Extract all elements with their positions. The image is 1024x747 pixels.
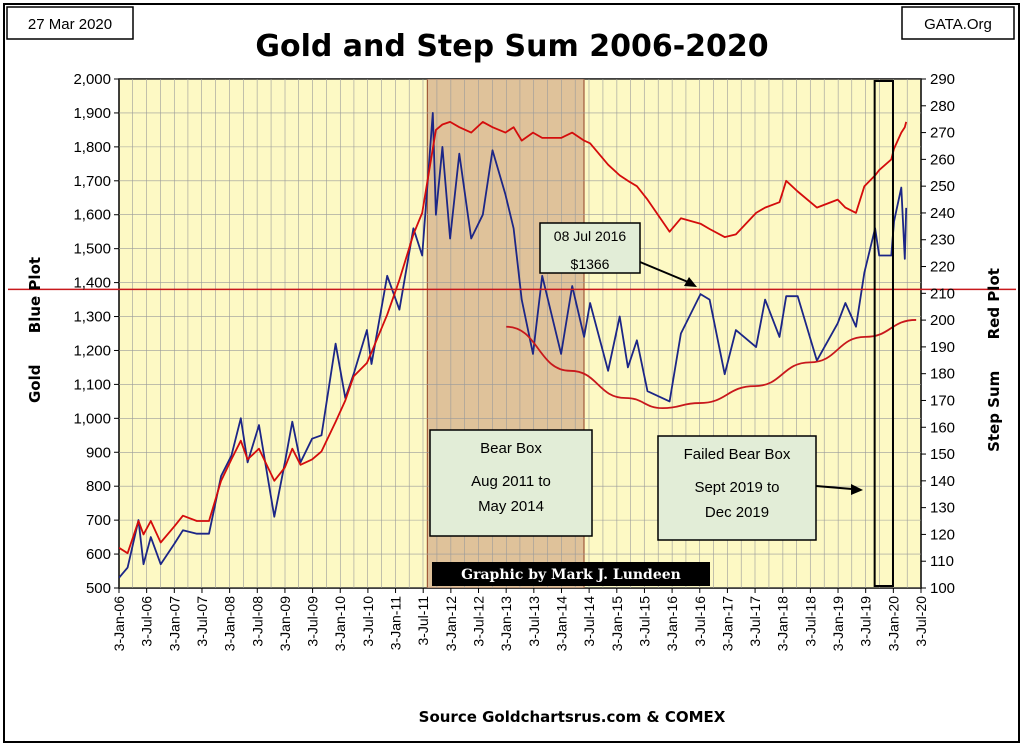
right-tick-label: 240 [930,205,955,222]
callout-label-line: 08 Jul 2016 [554,228,627,244]
x-tick-label: 3-Jul-10 [360,596,376,647]
failed-bear-box-label-box [657,435,817,541]
x-tick-label: 3-Jan-09 [277,596,293,651]
right-tick-label: 110 [930,553,954,570]
right-tick-label: 130 [930,500,955,517]
source-tag: GATA.Org [924,16,992,33]
right-tick-label: 120 [930,526,955,543]
left-tick-label: 700 [86,512,111,529]
x-tick-label: 3-Jan-19 [830,596,846,651]
failed-bear-box-label-line: Dec 2019 [705,504,769,521]
x-tick-label: 3-Jul-17 [747,596,763,647]
left-tick-label: 1,000 [73,410,111,427]
right-tick-label: 150 [930,446,955,463]
right-tick-label: 230 [930,232,955,249]
left-tick-label: 1,700 [73,173,111,190]
x-tick-label: 3-Jul-19 [858,596,874,647]
callout-label-line: $1366 [571,256,610,272]
x-tick-label: 3-Jul-18 [802,596,818,647]
right-tick-label: 180 [930,366,955,383]
x-tick-label: 3-Jul-16 [692,596,708,647]
callout-label-box [539,222,641,274]
failed-bear-box-region [873,80,894,587]
bear-box-label-line: Aug 2011 to [471,473,551,490]
callout-arrow-line [639,261,689,283]
trend-curve [506,319,917,410]
x-tick-label: 3-Jul-11 [415,596,431,646]
right-tick-label: 220 [930,259,955,276]
x-tick-label: 3-Jan-13 [498,596,514,651]
failed-bear-box-label: Failed Bear Box Sept 2019 to Dec 2019 [657,435,817,541]
credit-banner [432,562,710,586]
x-tick-label: 3-Jan-08 [222,596,238,651]
left-tick-label: 1,300 [73,309,111,326]
failed-box-arrowhead [851,484,863,495]
left-tick-label: 1,800 [73,139,111,156]
failed-bear-box-label-line: Failed Bear Box [684,446,791,463]
x-tick-label: 3-Jul-08 [249,596,265,647]
left-tick-label: 2,000 [73,71,111,88]
right-tick-label: 200 [930,312,955,329]
x-tick-label: 3-Jul-12 [471,596,487,647]
x-tick-label: 3-Jan-16 [664,596,680,651]
x-tick-label: 3-Jan-14 [553,596,569,651]
x-tick-label: 3-Jan-12 [443,596,459,651]
right-tick-label: 170 [930,392,955,409]
x-tick-label: 3-Jul-06 [139,596,155,647]
left-tick-label: 1,900 [73,105,111,122]
x-tick-label: 3-Jan-11 [388,596,404,650]
right-tick-label: 190 [930,339,955,356]
right-tick-label: 140 [930,473,955,490]
right-tick-label: 100 [930,580,955,597]
failed-bear-box-label-line: Sept 2019 to [694,479,779,496]
x-tick-label: 3-Jan-17 [719,596,735,651]
x-tick-label: 3-Jan-06 [111,596,127,651]
x-tick-label: 3-Jan-07 [166,596,182,651]
left-tick-label: 1,400 [73,275,111,292]
x-tick-label: 3-Jul-20 [913,596,929,647]
left-tick-label: 500 [86,580,111,597]
x-tick-label: 3-Jul-15 [636,596,652,647]
failed-box-arrow-line [815,485,853,490]
callout-label: 08 Jul 2016 $1366 [539,222,641,274]
bear-box-label: Bear Box Aug 2011 to May 2014 [429,429,593,537]
right-tick-label: 270 [930,125,955,142]
x-tick-label: 3-Jul-07 [194,596,210,647]
right-tick-label: 290 [930,71,955,88]
right-tick-label: 250 [930,178,955,195]
right-tick-label: 160 [930,419,955,436]
bear-box-label-line: May 2014 [478,498,544,515]
date-label: 27 Mar 2020 [28,16,112,33]
step-sum-series-line [119,121,908,555]
left-tick-label: 800 [86,478,111,495]
left-tick-label: 1,200 [73,342,111,359]
date-label-box [6,6,134,40]
x-tick-label: 3-Jan-15 [609,596,625,651]
chart-title: Gold and Step Sum 2006-2020 [255,29,768,64]
x-tick-label: 3-Jul-14 [581,596,597,647]
bear-box-label-box [429,429,593,537]
left-tick-label: 1,500 [73,241,111,258]
left-tick-label: 1,100 [73,376,111,393]
x-tick-label: 3-Jul-09 [305,596,321,647]
right-tick-label: 260 [930,151,955,168]
x-tick-label: 3-Jan-18 [775,596,791,651]
x-tick-label: 3-Jan-10 [332,596,348,651]
source-tag-box [901,6,1015,40]
left-tick-label: 900 [86,444,111,461]
right-axis-label: Step Sum Red Plot [985,268,1003,452]
callout-arrowhead [684,277,697,287]
left-axis-label: Gold Blue Plot [26,257,44,403]
left-tick-label: 1,600 [73,207,111,224]
left-tick-label: 600 [86,546,111,563]
bear-box-label-line: Bear Box [480,440,542,457]
x-tick-label: 3-Jul-13 [526,596,542,647]
x-tick-label: 3-Jan-20 [885,596,901,651]
credit-text: Graphic by Mark J. Lundeen [461,567,681,583]
right-tick-label: 210 [930,285,955,302]
source-footer: Source Goldchartsrus.com & COMEX [419,708,726,726]
gold-series-line [119,112,908,579]
right-tick-label: 280 [930,98,955,115]
